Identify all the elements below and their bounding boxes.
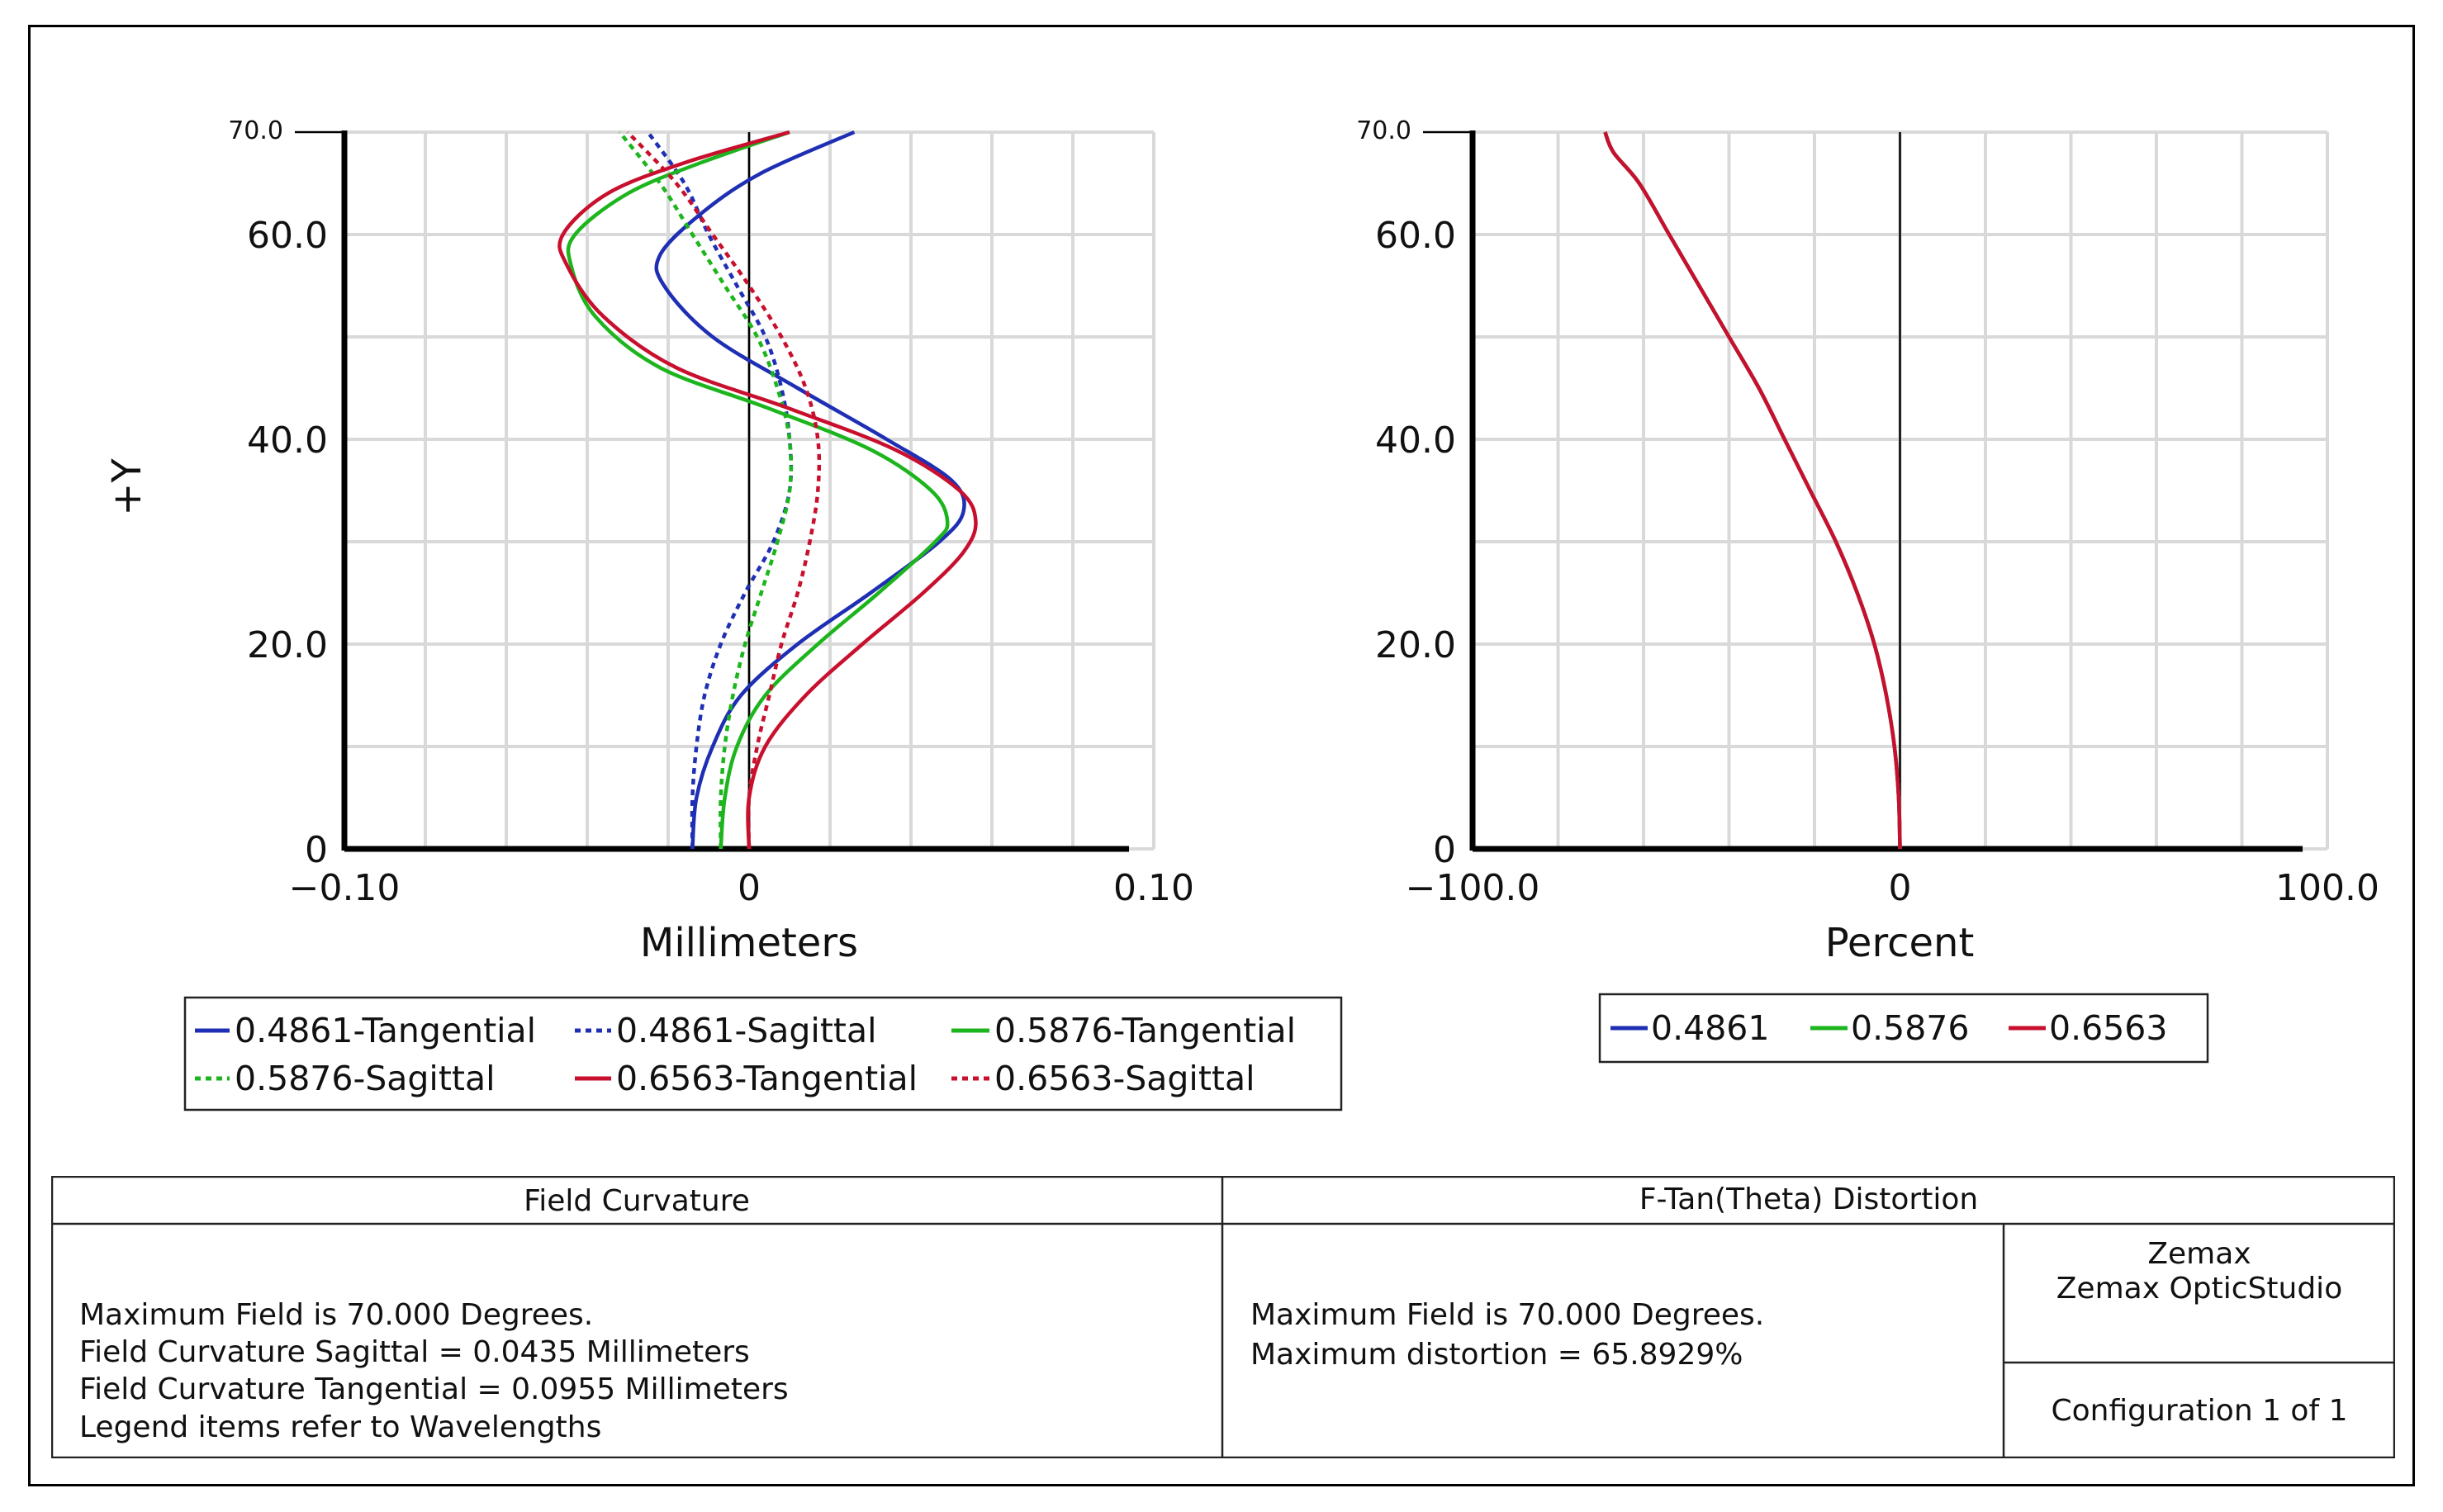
legend-entry: 0.5876-Tangential xyxy=(951,1011,1296,1050)
distortion-legend: 0.4861 0.5876 0.6563 xyxy=(1598,993,2209,1064)
info-right-line: Maximum Field is 70.000 Degrees. xyxy=(1250,1298,1764,1332)
info-left-line: Maximum Field is 70.000 Degrees. xyxy=(79,1298,593,1332)
x-tick-label: 100.0 xyxy=(2275,867,2379,909)
series-line-0.5876-Sagittal xyxy=(618,130,794,850)
x-tick-label: 0.10 xyxy=(1113,867,1194,909)
x-tick-label: −0.10 xyxy=(289,867,401,909)
legend-label: 0.6563 xyxy=(2049,1008,2167,1048)
y-tick-label: 70.0 xyxy=(228,116,283,145)
field-curvature-plot: 020.040.060.070.0−0.10 0 0.10 Millimeters … xyxy=(104,116,1194,966)
info-left-title: Field Curvature xyxy=(524,1184,750,1218)
y-tick-label: 0 xyxy=(305,829,328,871)
series-line-0.6563-Sagittal xyxy=(626,130,822,850)
legend-entry: 0.6563-Sagittal xyxy=(951,1059,1255,1098)
distortion-plot: 020.040.060.070.0−100.0 0 100.0 Percent xyxy=(1356,116,2379,966)
legend-label: 0.6563-Sagittal xyxy=(994,1059,1255,1098)
field-curvature-axes xyxy=(295,130,1129,852)
legend-entry: 0.5876-Sagittal xyxy=(195,1059,496,1098)
info-left-line: Legend items refer to Wavelengths xyxy=(79,1410,601,1444)
legend-label: 0.4861-Sagittal xyxy=(616,1011,877,1050)
series-line-0.4861 xyxy=(1603,131,1902,850)
y-tick-label: 0 xyxy=(1433,829,1456,871)
legend-entry: 0.6563 xyxy=(2009,1008,2167,1048)
y-tick-label: 70.0 xyxy=(1356,116,1411,145)
distortion-x-axis-label: Percent xyxy=(1825,920,1975,966)
info-product: Zemax OpticStudio xyxy=(2056,1272,2342,1306)
series-line-0.6563 xyxy=(1603,131,1902,850)
field-curvature-tick-labels: 020.040.060.070.0−0.10 0 0.10 xyxy=(228,116,1194,909)
y-tick-label: 20.0 xyxy=(1375,624,1456,666)
legend-label: 0.6563-Tangential xyxy=(616,1059,918,1098)
legend-label: 0.5876-Sagittal xyxy=(235,1059,496,1098)
distortion-axes xyxy=(1423,130,2303,852)
legend-entry: 0.4861-Sagittal xyxy=(575,1011,877,1050)
info-right-title: F-Tan(Theta) Distortion xyxy=(1639,1183,1978,1216)
legend-label: 0.5876-Tangential xyxy=(994,1011,1296,1050)
charts-area: 020.040.060.070.0−0.10 0 0.10 Millimeters … xyxy=(104,116,2379,1111)
x-tick-label: −100.0 xyxy=(1406,867,1540,909)
figure-frame xyxy=(28,25,2415,1486)
legend-label: 0.5876 xyxy=(1851,1008,1969,1048)
legend-label: 0.4861-Tangential xyxy=(235,1011,536,1050)
legend-entry: 0.4861-Tangential xyxy=(195,1011,536,1050)
info-table: Field Curvature F-Tan(Theta) Distortion … xyxy=(51,1176,2395,1458)
info-right-line: Maximum distortion = 65.8929% xyxy=(1250,1338,1743,1372)
field-curvature-legend: 0.4861-Tangential 0.4861-Sagittal 0.5876… xyxy=(183,996,1343,1111)
info-left-line: Field Curvature Sagittal = 0.0435 Millim… xyxy=(79,1335,750,1369)
series-line-0.6563-Tangential xyxy=(557,130,978,850)
x-tick-label: 0 xyxy=(738,867,761,909)
info-company: Zemax xyxy=(2147,1237,2251,1271)
series-line-0.5876 xyxy=(1603,131,1902,850)
y-tick-label: 60.0 xyxy=(1375,215,1456,257)
legend-entry: 0.4861 xyxy=(1610,1008,1769,1048)
field-curvature-y-axis-label: +Y xyxy=(104,458,150,516)
y-tick-label: 40.0 xyxy=(1375,419,1456,462)
info-configuration: Configuration 1 of 1 xyxy=(2052,1394,2348,1428)
field-curvature-x-axis-label: Millimeters xyxy=(640,920,858,966)
y-tick-label: 20.0 xyxy=(247,624,328,666)
legend-entry: 0.6563-Tangential xyxy=(575,1059,918,1098)
x-tick-label: 0 xyxy=(1889,867,1912,909)
series-line-0.5876-Tangential xyxy=(566,130,950,850)
series-line-0.4861-Tangential xyxy=(654,130,966,850)
distortion-series xyxy=(1603,131,1902,850)
y-tick-label: 40.0 xyxy=(247,419,328,462)
legend-entry: 0.5876 xyxy=(1810,1008,1969,1048)
distortion-tick-labels: 020.040.060.070.0−100.0 0 100.0 xyxy=(1356,116,2379,909)
y-tick-label: 60.0 xyxy=(247,215,328,257)
field-curvature-series xyxy=(557,130,978,850)
info-left-line: Field Curvature Tangential = 0.0955 Mill… xyxy=(79,1372,789,1406)
legend-label: 0.4861 xyxy=(1651,1008,1769,1048)
